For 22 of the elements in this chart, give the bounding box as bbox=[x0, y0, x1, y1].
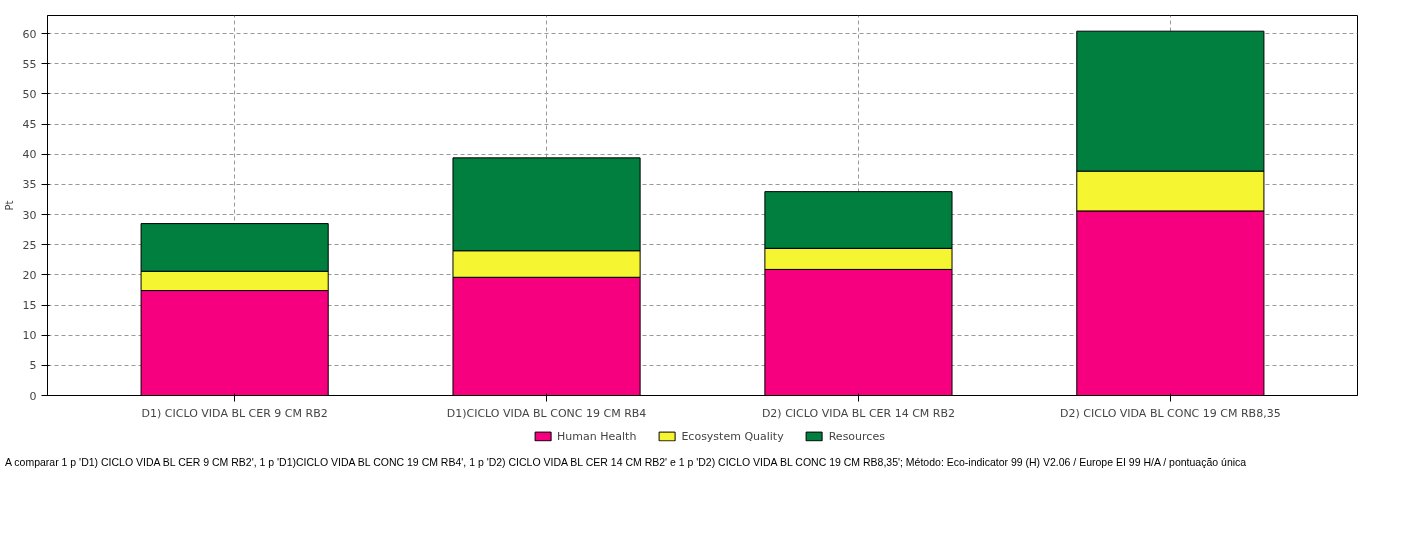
x-tick-label: D2) CICLO VIDA BL CER 14 CM RB2 bbox=[761, 406, 956, 420]
text: A comparar 1 p 'D1) CICLO VIDA BL CER 9 CM RB2', 1 p 'D1)CICLO VIDA BL CONC 19 CM RB4', 1 p 'D2) CICLO VIDA BL CER 14 CM RB2' e 1 p 'D2) CICLO VIDA BL CONC 19 CM RB8,35'; Método: Eco-indicator 99 (H) V2.06 / Europe EI 99 H/A / pontuação única bbox=[5, 455, 1247, 470]
y-tick-label: 55 bbox=[22, 57, 37, 71]
x-tick-label: D1)CICLO VIDA BL CONC 19 CM RB4 bbox=[446, 406, 647, 420]
x-tick-label: D2) CICLO VIDA BL CONC 19 CM RB8,35 bbox=[1060, 406, 1281, 420]
y-tick-label: 10 bbox=[22, 329, 37, 343]
legend-label: Resources bbox=[828, 429, 885, 443]
x-tick-label: D1) CICLO VIDA BL CER 9 CM RB2 bbox=[141, 406, 328, 420]
y-tick-label: 25 bbox=[22, 238, 37, 252]
y-tick-label: 45 bbox=[22, 118, 37, 132]
y-tick-label: 20 bbox=[22, 268, 37, 282]
y-tick-label: 40 bbox=[22, 148, 37, 162]
y-tick-label: 30 bbox=[22, 208, 37, 222]
legend-label: Ecosystem Quality bbox=[681, 429, 784, 443]
y-tick-label: 50 bbox=[22, 87, 37, 101]
legend-label: Human Health bbox=[557, 429, 637, 443]
y-axis-title: Pt bbox=[3, 200, 15, 211]
y-tick-label: 0 bbox=[29, 389, 37, 403]
y-tick-label: 15 bbox=[22, 299, 37, 313]
y-tick-label: 35 bbox=[22, 178, 37, 192]
y-tick-label: 60 bbox=[22, 27, 37, 41]
y-tick-label: 5 bbox=[29, 359, 37, 373]
